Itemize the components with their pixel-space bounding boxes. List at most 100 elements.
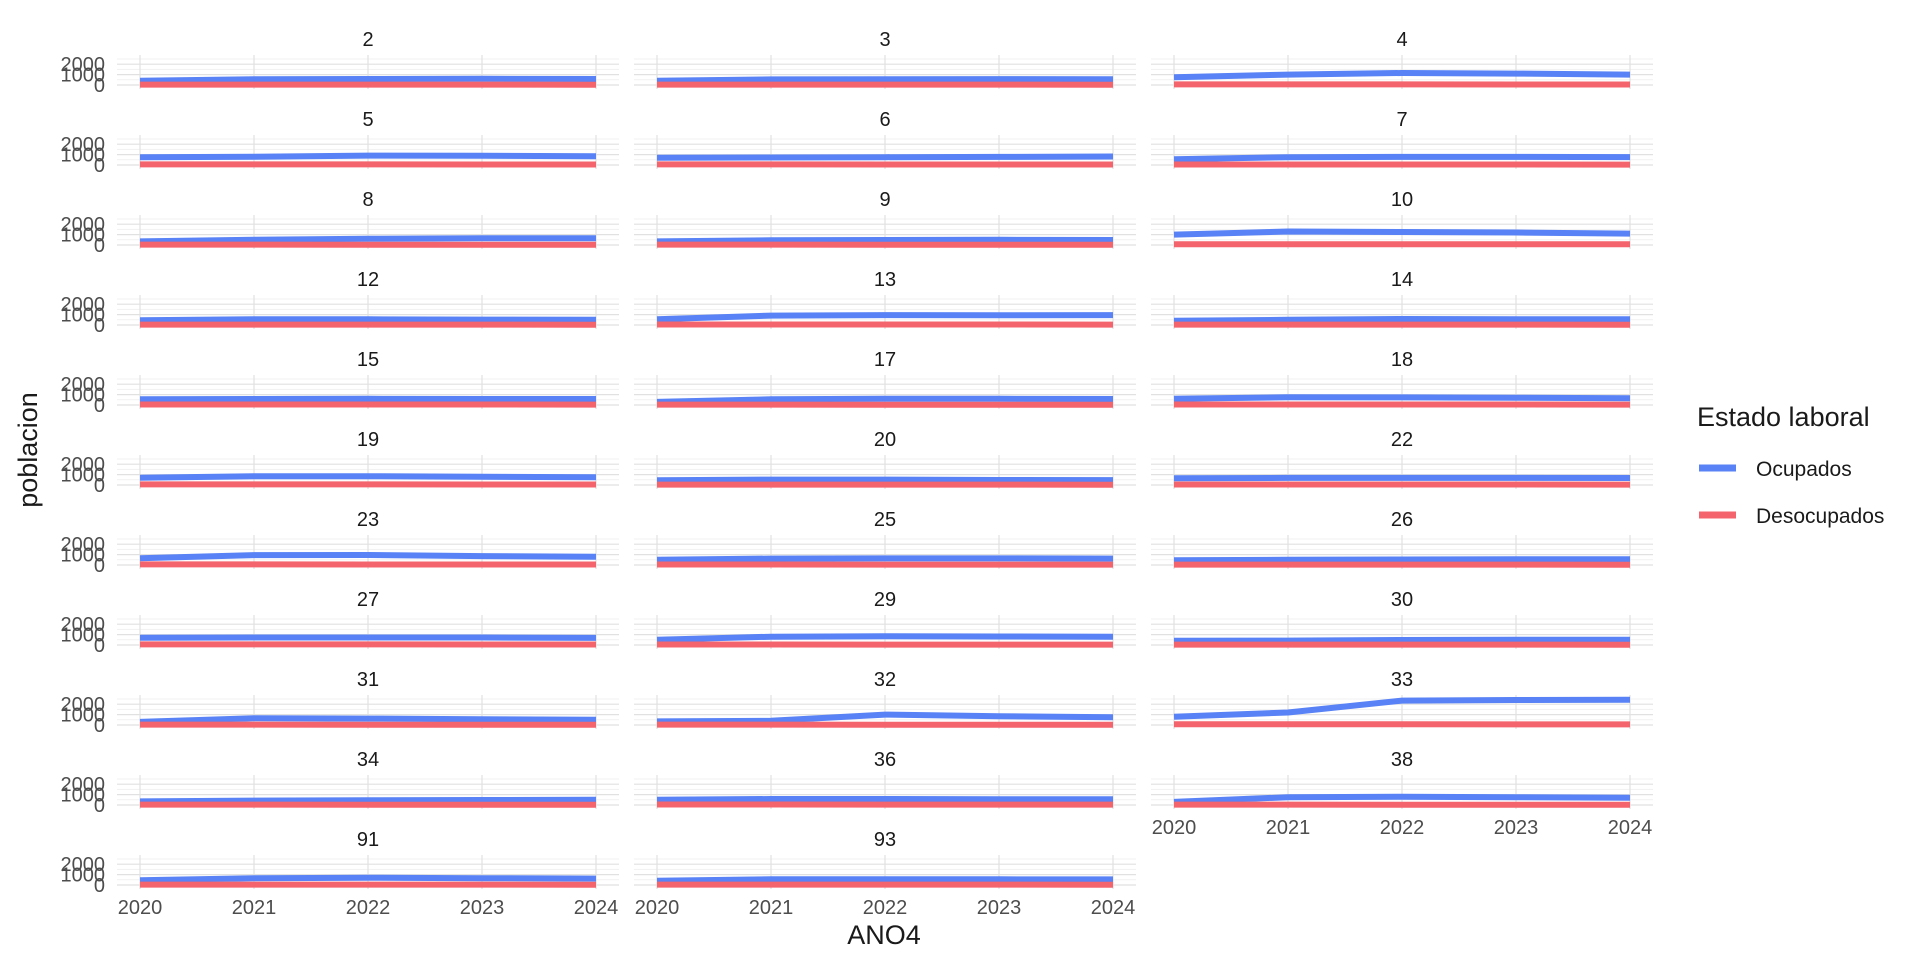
series-line-ocupados: [657, 399, 1113, 402]
facet-strip-label: 32: [874, 669, 896, 691]
facet-panel-22: 22: [1151, 429, 1653, 489]
x-axis-title: ANO4: [847, 920, 921, 950]
x-tick-label: 2020: [118, 897, 163, 919]
facet-panel-13: 13: [634, 269, 1136, 329]
y-tick-label: 2000: [61, 454, 106, 476]
facet-strip-label: 31: [357, 669, 379, 691]
x-tick-label: 2020: [1152, 817, 1197, 839]
y-tick-label: 2000: [61, 694, 106, 716]
y-tick-label: 2000: [61, 54, 106, 76]
series-line-ocupados: [657, 240, 1113, 242]
facet-strip-label: 29: [874, 589, 896, 611]
facet-strip-label: 33: [1391, 669, 1413, 691]
facet-panel-7: 7: [1151, 109, 1653, 169]
facet-strip-label: 3: [879, 29, 890, 51]
facet-panel-30: 30: [1151, 589, 1653, 649]
series-line-ocupados: [657, 79, 1113, 81]
x-tick-label: 2023: [977, 897, 1022, 919]
x-tick-label: 2023: [1494, 817, 1539, 839]
facet-panel-6: 6: [634, 109, 1136, 169]
facet-strip-label: 34: [357, 749, 379, 771]
facet-strip-label: 93: [874, 829, 896, 851]
facet-strip-label: 36: [874, 749, 896, 771]
series-line-ocupados: [1174, 232, 1630, 235]
legend-label-ocupados: Ocupados: [1756, 458, 1852, 481]
y-tick-label: 2000: [61, 854, 106, 876]
facet-strip-label: 19: [357, 429, 379, 451]
series-line-ocupados: [657, 799, 1113, 800]
facet-strip-label: 7: [1396, 109, 1407, 131]
facet-strip-label: 17: [874, 349, 896, 371]
series-line-ocupados: [140, 79, 596, 81]
facet-strip-label: 12: [357, 269, 379, 291]
series-line-ocupados: [657, 879, 1113, 881]
series-line-ocupados: [1174, 397, 1630, 399]
facet-panel-93: 93 2020 2021 2022 2023 2024: [634, 829, 1136, 919]
facet-strip-label: 14: [1391, 269, 1413, 291]
series-line-ocupados: [1174, 319, 1630, 321]
x-tick-label: 2020: [635, 897, 680, 919]
series-line-ocupados: [657, 157, 1113, 158]
series-line-ocupados: [140, 399, 596, 400]
x-tick-label: 2022: [863, 897, 908, 919]
facet-panel-26: 26: [1151, 509, 1653, 569]
facet-strip-label: 30: [1391, 589, 1413, 611]
y-tick-label: 2000: [61, 134, 106, 156]
legend: Estado laboral Ocupados Desocupados: [1697, 402, 1884, 528]
facet-panel-25: 25: [634, 509, 1136, 569]
facet-panel-36: 36: [634, 749, 1136, 809]
legend-label-desocupados: Desocupados: [1756, 505, 1884, 528]
facet-strip-label: 6: [879, 109, 890, 131]
facet-panel-29: 29: [634, 589, 1136, 649]
facet-strip-label: 26: [1391, 509, 1413, 531]
x-tick-label: 2021: [1266, 817, 1311, 839]
x-tick-label: 2023: [460, 897, 505, 919]
facet-panel-18: 18: [1151, 349, 1653, 409]
x-tick-label: 2021: [749, 897, 794, 919]
facet-strip-label: 20: [874, 429, 896, 451]
y-tick-label: 2000: [61, 214, 106, 236]
series-line-ocupados: [140, 555, 596, 558]
y-axis-title: poblacion: [13, 392, 43, 508]
y-tick-label: 2000: [61, 614, 106, 636]
facet-strip-label: 25: [874, 509, 896, 531]
facet-panel-32: 32: [634, 669, 1136, 729]
facet-strip-label: 5: [362, 109, 373, 131]
facet-panel-14: 14: [1151, 269, 1653, 329]
x-tick-label: 2022: [1380, 817, 1425, 839]
series-line-ocupados: [140, 718, 596, 722]
facet-strip-label: 2: [362, 29, 373, 51]
facet-strip-label: 15: [357, 349, 379, 371]
series-line-ocupados: [1174, 559, 1630, 560]
facet-strip-label: 91: [357, 829, 379, 851]
series-line-ocupados: [657, 558, 1113, 559]
series-line-ocupados: [140, 800, 596, 802]
facet-strip-label: 18: [1391, 349, 1413, 371]
series-line-ocupados: [140, 476, 596, 478]
facet-strip-label: 23: [357, 509, 379, 531]
facet-panel-33: 33: [1151, 669, 1653, 729]
x-tick-label: 2022: [346, 897, 391, 919]
facet-strip-label: 8: [362, 189, 373, 211]
facet-strip-label: 4: [1396, 29, 1407, 51]
series-line-ocupados: [140, 238, 596, 241]
facet-panel-20: 20: [634, 429, 1136, 489]
series-line-ocupados: [140, 319, 596, 320]
facet-panel-17: 17: [634, 349, 1136, 409]
series-line-ocupados: [657, 480, 1113, 481]
x-tick-label: 2024: [1091, 897, 1136, 919]
x-tick-label: 2024: [574, 897, 619, 919]
